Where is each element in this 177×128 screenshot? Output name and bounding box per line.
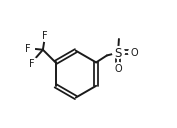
Text: O: O: [115, 64, 122, 74]
Text: F: F: [25, 45, 30, 55]
Text: F: F: [42, 31, 48, 41]
Text: F: F: [29, 59, 35, 69]
Text: O: O: [131, 48, 138, 58]
Text: S: S: [115, 47, 122, 60]
